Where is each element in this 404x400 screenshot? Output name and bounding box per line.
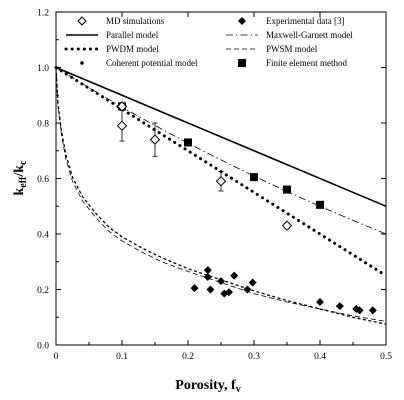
y-axis-title-subscript-2: c: [18, 160, 29, 165]
x-tick-label: 0.4: [314, 352, 326, 362]
md-point: [281, 220, 293, 231]
legend-entry: Parallel model: [66, 30, 159, 40]
y-tick-label: 0.4: [37, 231, 49, 241]
model-curves: [54, 66, 388, 325]
x-tick-label: 0.3: [248, 352, 260, 362]
legend: MD simulations Experimental data [3] Paral…: [64, 16, 353, 68]
experimental-point: [355, 306, 364, 315]
maxwell-garnett-line: [55, 67, 387, 235]
legend-label: Experimental data [3]: [266, 16, 344, 26]
y-axis-title-mid: /k: [12, 165, 27, 178]
y-tick-label: 1.2: [37, 9, 49, 19]
x-axis-title-subscript: v: [236, 384, 241, 395]
legend-entry: Finite element method: [238, 58, 347, 68]
parallel-model-line: [55, 66, 387, 207]
legend-entry: Experimental data [3]: [237, 16, 344, 26]
legend-md-icon: [77, 16, 87, 26]
y-tick-label: 1.0: [37, 64, 49, 74]
legend-label: Maxwell-Garnett model: [266, 30, 353, 40]
legend-label: Coherent potential model: [106, 58, 198, 68]
legend-entry: Maxwell-Garnett model: [226, 30, 353, 40]
fem-point: [283, 185, 291, 194]
legend-entry: PWSM model: [226, 44, 318, 54]
axes: 0 0.1 0.2 0.3 0.4 0.5 0.0 0.2 0.4 0.6 0.8 1.0 1.2: [37, 9, 392, 363]
pwsm-line: [55, 67, 387, 322]
experimental-point: [216, 277, 226, 286]
experimental-point: [335, 302, 344, 311]
data-points: [116, 101, 377, 315]
legend-fem-icon: [238, 59, 246, 67]
legend-label: Parallel model: [106, 30, 159, 40]
legend-entry: MD simulations: [77, 16, 165, 26]
fem-point: [184, 138, 192, 147]
y-tick-label: 0.6: [37, 175, 49, 185]
legend-entry: PWDM model: [64, 44, 159, 54]
y-axis-title: keff/kc: [12, 160, 29, 196]
legend-coherent-icon: [80, 61, 84, 65]
coherent-potential-line: [55, 67, 387, 325]
x-tick-label: 0.5: [380, 352, 392, 362]
legend-experimental-icon: [237, 16, 247, 26]
legend-label: MD simulations: [106, 16, 165, 26]
experimental-point: [224, 288, 233, 297]
y-axis-title-subscript: eff: [18, 176, 29, 188]
legend-label: PWSM model: [266, 44, 318, 54]
experimental-point: [243, 285, 252, 294]
experimental-point: [315, 297, 325, 306]
experimental-point: [368, 306, 377, 315]
legend-entry: Coherent potential model: [80, 58, 198, 68]
legend-label: Finite element method: [266, 58, 347, 68]
y-tick-label: 0.2: [37, 286, 49, 296]
legend-label: PWDM model: [106, 44, 159, 54]
y-tick-label: 0.8: [37, 120, 49, 130]
experimental-point: [248, 278, 257, 287]
x-tick-label: 0: [54, 352, 59, 362]
experimental-point: [190, 284, 199, 293]
experimental-point: [230, 271, 239, 280]
x-axis-title: Porosity, fv: [175, 378, 240, 395]
y-tick-label: 0.0: [37, 342, 49, 352]
x-tick-label: 0.1: [116, 352, 128, 362]
md-point: [116, 120, 128, 131]
md-point: [215, 176, 227, 187]
experimental-point: [203, 266, 212, 275]
fem-point: [316, 200, 324, 209]
fem-point: [250, 173, 258, 182]
x-tick-label: 0.2: [182, 352, 194, 362]
experimental-point: [206, 285, 215, 294]
experimental-point: [203, 273, 212, 282]
md-point: [149, 134, 161, 145]
